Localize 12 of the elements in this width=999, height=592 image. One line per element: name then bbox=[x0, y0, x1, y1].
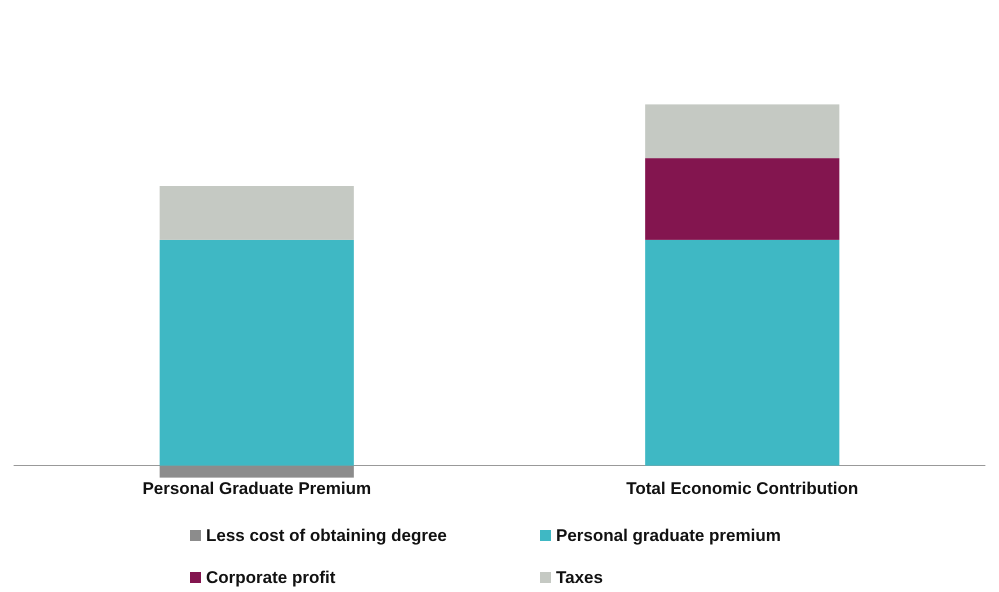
bar bbox=[160, 240, 354, 466]
bar bbox=[645, 240, 840, 466]
legend-label: Personal graduate premium bbox=[556, 526, 781, 545]
legend-label: Less cost of obtaining degree bbox=[206, 526, 447, 545]
legend-label: Taxes bbox=[556, 568, 603, 587]
x-tick-label: Personal Graduate Premium bbox=[142, 479, 372, 498]
bar bbox=[160, 186, 354, 240]
bar bbox=[645, 104, 840, 158]
bar bbox=[645, 158, 840, 240]
bar bbox=[160, 466, 354, 478]
legend-label: Corporate profit bbox=[206, 568, 336, 587]
x-tick-label: Total Economic Contribution bbox=[626, 479, 858, 498]
